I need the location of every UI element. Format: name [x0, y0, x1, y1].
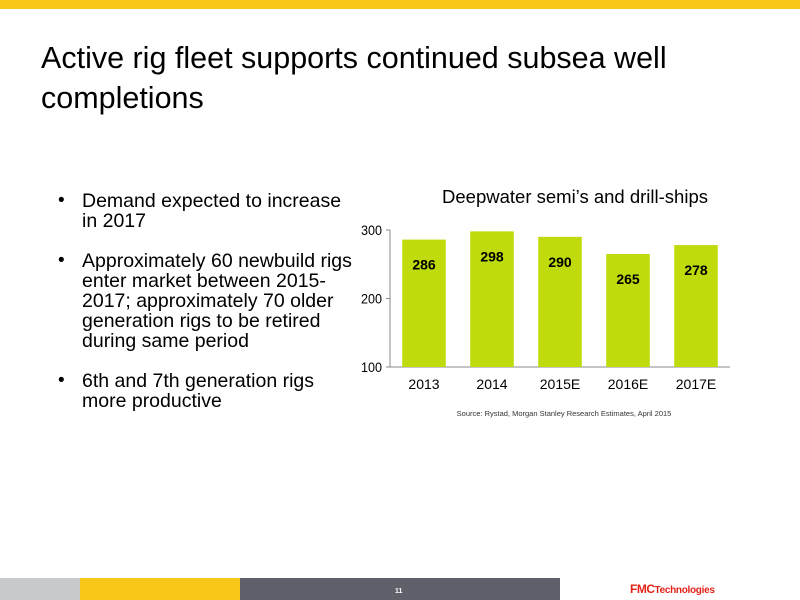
logo-main-text: FMC — [630, 582, 655, 596]
logo-sub-text: Technologies — [654, 585, 715, 596]
bar-value-label: 278 — [684, 262, 708, 278]
x-tick-label: 2015E — [540, 376, 580, 392]
company-logo: FMCTechnologies — [630, 582, 715, 596]
chart-title: Deepwater semi’s and drill-ships — [442, 186, 708, 207]
footer-segment-yellow — [80, 578, 240, 600]
bar-2013 — [402, 239, 446, 367]
footer-segment-light — [0, 578, 80, 600]
bullet-item: • Demand expected to increase in 2017 — [58, 190, 358, 232]
x-tick-label: 2014 — [476, 376, 507, 392]
x-tick-label: 2017E — [676, 376, 716, 392]
bullet-dot: • — [58, 370, 65, 391]
page-number: 11 — [395, 588, 403, 595]
bullet-text: Approximately 60 newbuild rigs enter mar… — [82, 250, 352, 352]
bar-2016E — [606, 253, 650, 367]
bullet-item: • Approximately 60 newbuild rigs enter m… — [58, 250, 358, 352]
bar-2015E — [538, 236, 582, 367]
bar-value-label: 290 — [548, 254, 572, 270]
y-tick-label: 300 — [361, 222, 382, 238]
top-accent-bar — [0, 0, 800, 9]
y-tick-label: 100 — [361, 359, 382, 375]
chart-source-note: Source: Rystad, Morgan Stanley Research … — [456, 409, 672, 418]
bullet-dot: • — [58, 190, 65, 211]
y-tick-label: 200 — [361, 291, 382, 307]
bar-2017E — [674, 245, 718, 367]
bar-value-label: 298 — [480, 248, 504, 264]
bullet-list: • Demand expected to increase in 2017 • … — [58, 191, 358, 431]
bar-value-label: 265 — [616, 271, 640, 287]
bullet-text: 6th and 7th generation rigs more product… — [82, 370, 315, 412]
footer-segment-dark — [240, 578, 560, 600]
bullet-text: Demand expected to increase in 2017 — [82, 190, 342, 232]
bar-value-label: 286 — [412, 257, 436, 273]
slide-title: Active rig fleet supports continued subs… — [41, 41, 667, 115]
x-tick-label: 2016E — [608, 376, 648, 392]
bullet-item: • 6th and 7th generation rigs more produ… — [58, 370, 358, 412]
bullet-dot: • — [58, 250, 65, 271]
footer-bar — [0, 578, 800, 600]
bar-2014 — [470, 231, 514, 367]
x-tick-label: 2013 — [408, 376, 439, 392]
bar-chart: 100 200 300 286 2013 298 2014 290 2015E 265 2016E 2… — [361, 222, 730, 392]
